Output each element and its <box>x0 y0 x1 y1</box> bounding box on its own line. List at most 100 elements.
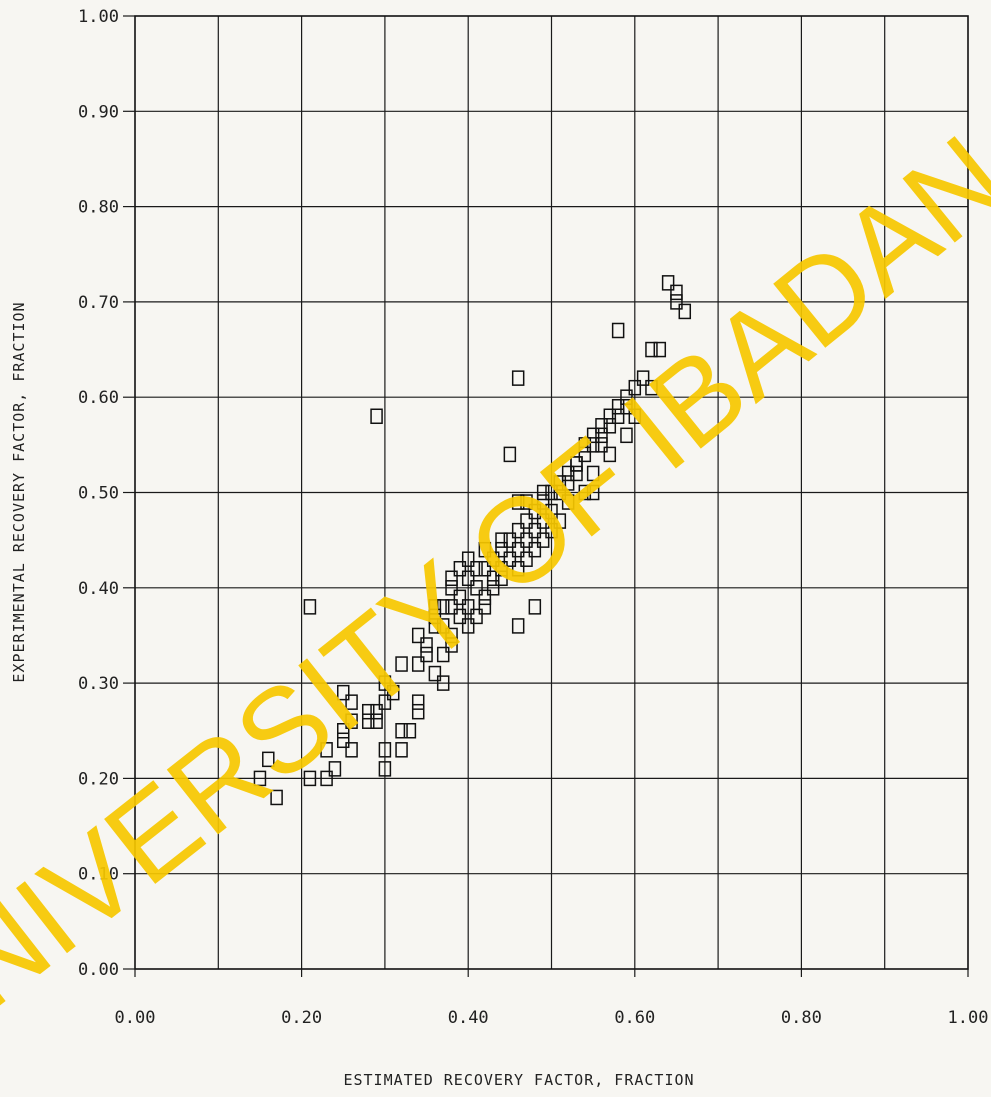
data-point <box>520 513 533 529</box>
data-point <box>511 494 525 510</box>
data-point <box>553 513 567 529</box>
data-point <box>420 646 433 663</box>
data-point <box>453 608 467 625</box>
data-point <box>570 456 583 472</box>
y-tick-label: 0.70 <box>78 293 119 313</box>
data-point <box>453 560 467 577</box>
data-point <box>536 513 550 529</box>
data-point <box>511 522 525 539</box>
data-point <box>378 675 392 691</box>
data-point <box>445 570 458 587</box>
data-point <box>561 494 575 510</box>
y-axis-ticks: 0.00 0.10 0.20 0.30 0.40 0.50 0.60 0.70 0.80 0.90… <box>78 7 135 980</box>
y-tick-label: 0.60 <box>78 388 119 408</box>
data-point <box>653 341 667 358</box>
data-point <box>495 532 508 548</box>
data-point <box>386 684 400 701</box>
data-point <box>520 532 533 548</box>
data-point <box>545 522 558 539</box>
data-point <box>595 437 608 453</box>
data-point <box>620 389 633 405</box>
data-point <box>536 484 550 501</box>
data-point <box>486 570 500 587</box>
data-point <box>495 560 508 577</box>
data-point <box>253 770 267 787</box>
data-point <box>411 656 425 672</box>
y-tick-label: 0.80 <box>78 198 119 218</box>
y-tick-label: 0.30 <box>78 674 119 694</box>
data-point <box>345 694 358 710</box>
y-tick-label: 0.40 <box>78 579 119 599</box>
data-point <box>370 703 383 720</box>
data-point <box>361 703 375 720</box>
data-point <box>586 465 600 482</box>
y-tick-label: 0.10 <box>78 865 119 885</box>
data-point <box>428 599 442 615</box>
data-point <box>320 742 333 758</box>
data-point <box>470 560 483 577</box>
data-point <box>586 484 600 501</box>
data-point <box>436 618 450 634</box>
data-point <box>470 608 483 625</box>
data-point <box>603 408 617 425</box>
x-tick-label: 0.40 <box>448 1008 489 1028</box>
data-point <box>595 427 608 444</box>
data-point <box>461 570 475 587</box>
data-point <box>328 761 342 777</box>
data-point <box>320 770 333 787</box>
data-point <box>436 599 450 615</box>
y-tick-label: 0.50 <box>78 484 119 504</box>
data-point <box>536 532 550 548</box>
data-point <box>628 408 642 425</box>
data-point <box>370 713 383 729</box>
data-point <box>470 580 483 596</box>
data-point <box>670 284 683 301</box>
data-point <box>611 398 625 415</box>
data-point <box>337 684 350 701</box>
data-point <box>578 484 592 501</box>
x-tick-label: 1.00 <box>948 1008 989 1028</box>
data-point <box>436 646 450 663</box>
data-point <box>495 541 508 558</box>
y-tick-label: 0.00 <box>78 960 119 980</box>
data-point <box>620 427 633 444</box>
data-point <box>478 560 492 577</box>
data-point <box>337 723 350 739</box>
data-point <box>545 503 558 520</box>
data-point <box>303 599 317 615</box>
data-point <box>528 503 542 520</box>
data-point <box>478 599 492 615</box>
data-point <box>461 599 475 615</box>
data-point <box>428 665 442 682</box>
data-point <box>661 275 675 291</box>
data-point <box>345 713 358 729</box>
data-point <box>428 618 442 634</box>
data-point <box>395 656 408 672</box>
data-point <box>395 742 408 758</box>
data-point <box>603 446 617 463</box>
data-point <box>503 551 517 567</box>
data-point <box>528 522 542 539</box>
data-point <box>595 418 608 434</box>
data-point <box>645 341 658 358</box>
x-tick-label: 0.00 <box>115 1008 156 1028</box>
data-point <box>270 789 283 806</box>
data-point <box>628 379 642 396</box>
y-tick-label: 0.20 <box>78 769 119 789</box>
data-point <box>586 437 600 453</box>
data-point <box>561 475 575 491</box>
data-point <box>670 294 683 310</box>
data-point <box>378 742 392 758</box>
data-point <box>445 599 458 615</box>
x-tick-label: 0.20 <box>281 1008 322 1028</box>
y-tick-label: 1.00 <box>78 7 119 27</box>
y-tick-label: 0.90 <box>78 102 119 122</box>
data-point <box>428 608 442 625</box>
data-point <box>486 580 500 596</box>
data-point <box>511 370 525 386</box>
data-point <box>511 618 525 634</box>
